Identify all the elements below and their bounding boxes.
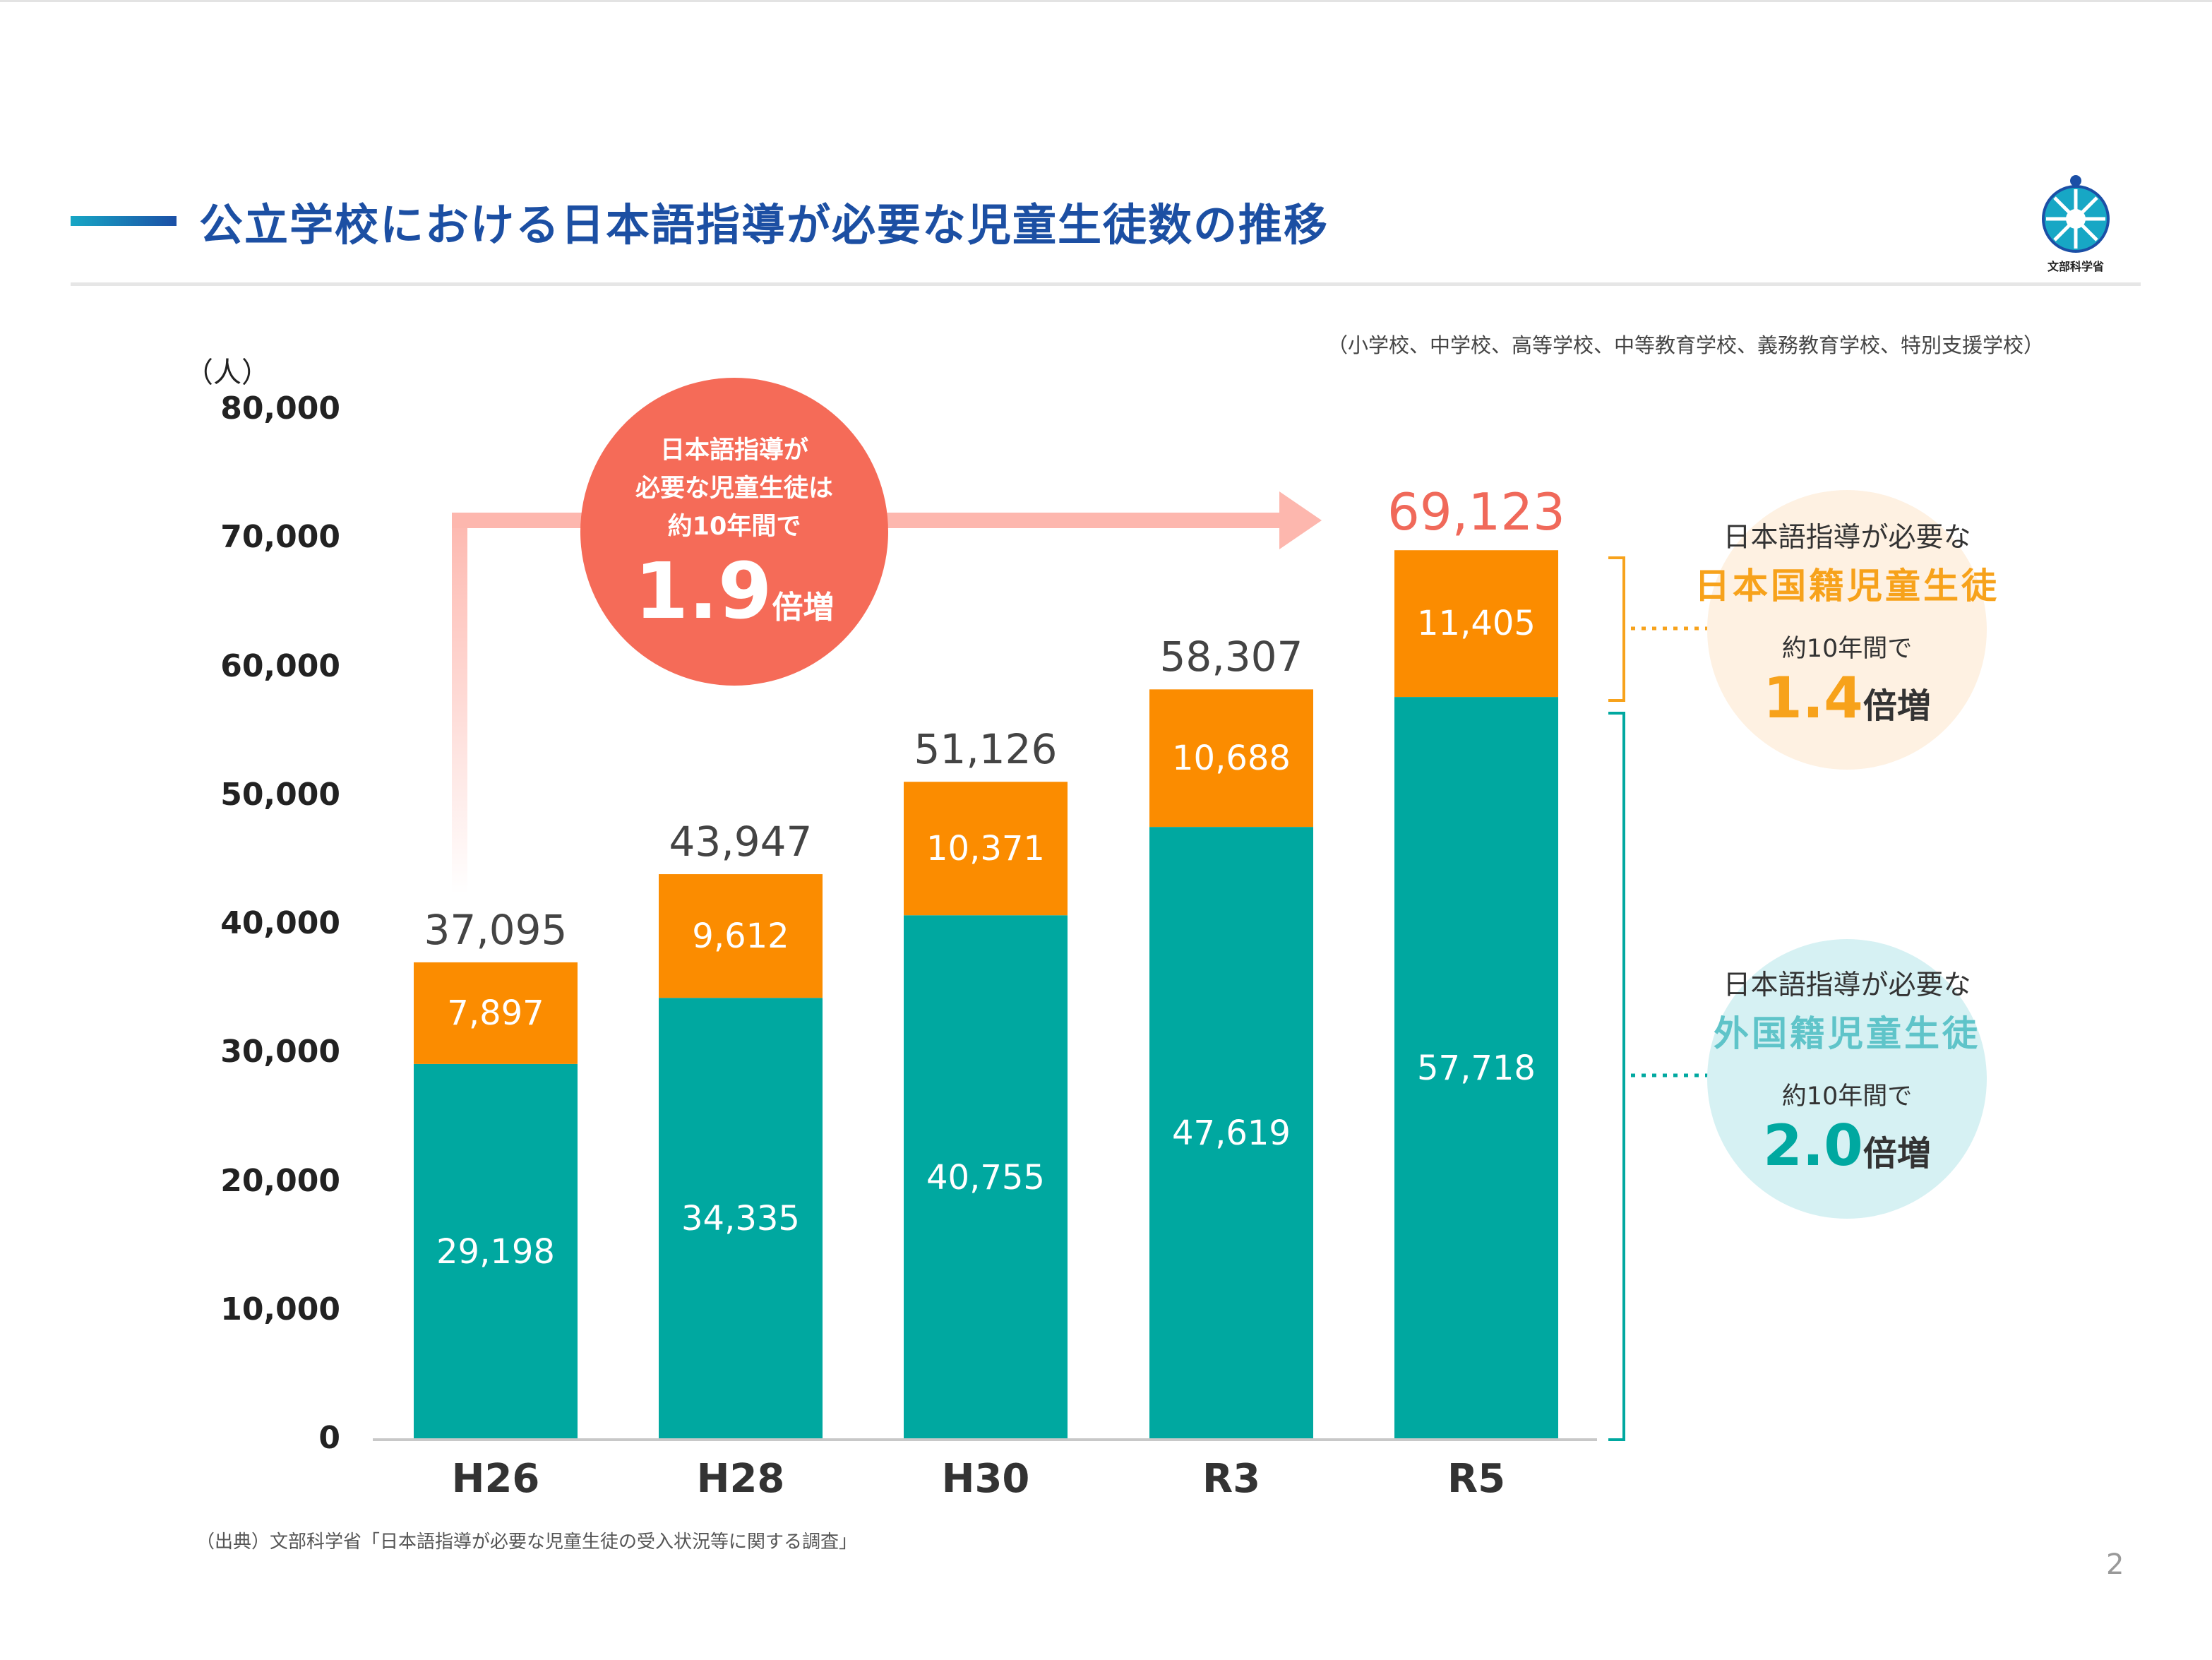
bar-foreign-r3 xyxy=(1149,827,1313,1440)
y-tick-label: 60,000 xyxy=(220,647,340,684)
y-tick-label: 30,000 xyxy=(220,1034,340,1070)
japanese-callout-line3: 約10年間で xyxy=(1781,635,1913,663)
label-japanese-h30: 10,371 xyxy=(926,828,1045,868)
bar-japanese-h28 xyxy=(659,874,823,998)
japanese-bracket xyxy=(1608,556,1625,702)
trend-arrow-vertical xyxy=(452,513,467,894)
label-foreign-r3: 47,619 xyxy=(1172,1113,1291,1154)
bar-foreign-r5 xyxy=(1394,697,1558,1440)
x-tick-h26: H26 xyxy=(451,1456,540,1502)
y-tick-label: 50,000 xyxy=(220,776,340,813)
total-label-r5: 69,123 xyxy=(1387,482,1565,542)
ministry-logo-icon xyxy=(2042,175,2110,253)
y-tick-label: 80,000 xyxy=(220,390,340,426)
page-title: 公立学校における日本語指導が必要な児童生徒数の推移 xyxy=(199,199,1329,251)
label-japanese-h28: 9,612 xyxy=(692,916,789,956)
bar-japanese-h30 xyxy=(904,782,1068,916)
y-tick-label: 0 xyxy=(318,1420,340,1456)
foreign-callout-accent: 外国籍児童生徒 xyxy=(1714,1013,1980,1054)
growth-badge: 日本語指導が 必要な児童生徒は 約10年間で 1.9倍増 xyxy=(580,378,888,686)
japanese-callout-number: 1.4 xyxy=(1763,665,1863,731)
x-tick-h30: H30 xyxy=(941,1456,1030,1502)
label-japanese-r3: 10,688 xyxy=(1172,738,1291,778)
total-label-h30: 51,126 xyxy=(914,725,1058,774)
x-tick-h28: H28 xyxy=(696,1456,785,1502)
japanese-callout-line1: 日本語指導が必要な xyxy=(1723,522,1971,554)
badge-number: 1.9 xyxy=(634,546,772,636)
foreign-callout-suffix: 倍増 xyxy=(1863,1134,1931,1174)
top-border xyxy=(0,0,2212,2)
label-foreign-h30: 40,755 xyxy=(926,1157,1045,1198)
foreign-callout-number: 2.0 xyxy=(1763,1113,1863,1178)
bar-japanese-r5 xyxy=(1394,550,1558,698)
y-tick-label: 70,000 xyxy=(220,519,340,556)
y-tick-label: 40,000 xyxy=(220,905,340,941)
title-accent-bar xyxy=(71,216,177,226)
bar-foreign-h28 xyxy=(659,998,823,1440)
x-tick-r5: R5 xyxy=(1447,1456,1506,1502)
y-tick-label: 20,000 xyxy=(220,1162,340,1199)
label-japanese-r5: 11,405 xyxy=(1417,604,1536,644)
foreign-bracket xyxy=(1608,712,1625,1441)
bar-japanese-r3 xyxy=(1149,689,1313,828)
total-label-h26: 37,095 xyxy=(424,905,568,954)
page-number: 2 xyxy=(2106,1548,2124,1581)
foreign-callout-circle xyxy=(1707,939,1987,1219)
badge-line-3: 約10年間で xyxy=(667,513,801,541)
label-foreign-h28: 34,335 xyxy=(681,1199,800,1239)
foreign-callout-line1: 日本語指導が必要な xyxy=(1723,969,1971,1001)
japanese-callout-suffix: 倍増 xyxy=(1863,686,1931,726)
bar-foreign-h26 xyxy=(414,1063,578,1440)
bar-foreign-h30 xyxy=(904,915,1068,1440)
school-types-note: （小学校、中学校、高等学校、中等教育学校、義務教育学校、特別支援学校） xyxy=(1327,333,2045,357)
total-label-h28: 43,947 xyxy=(669,818,813,866)
japanese-callout-growth: 1.4倍増 xyxy=(1638,665,2056,731)
foreign-callout-growth: 2.0倍増 xyxy=(1638,1113,2056,1178)
badge-suffix: 倍増 xyxy=(772,590,835,626)
foreign-callout-line3: 約10年間で xyxy=(1781,1082,1913,1111)
title-divider xyxy=(71,282,2141,286)
badge-line-2: 必要な児童生徒は xyxy=(635,474,833,503)
logo-text: 文部科学省 xyxy=(2047,260,2104,273)
label-foreign-r5: 57,718 xyxy=(1417,1049,1536,1089)
label-foreign-h26: 29,198 xyxy=(436,1231,555,1272)
total-label-r3: 58,307 xyxy=(1159,633,1303,681)
japanese-callout-circle xyxy=(1707,490,1987,770)
source-note: （出典）文部科学省「日本語指導が必要な児童生徒の受入状況等に関する調査」 xyxy=(196,1531,858,1553)
badge-growth-value: 1.9倍増 xyxy=(580,546,888,636)
y-tick-label: 10,000 xyxy=(220,1291,340,1327)
badge-line-1: 日本語指導が xyxy=(659,436,808,465)
y-axis-unit: （人） xyxy=(185,357,270,389)
bar-japanese-h26 xyxy=(414,962,578,1064)
label-japanese-h26: 7,897 xyxy=(447,993,544,1033)
trend-arrow-head xyxy=(1279,491,1322,549)
x-tick-r3: R3 xyxy=(1202,1456,1261,1502)
japanese-callout-accent: 日本国籍児童生徒 xyxy=(1694,566,1999,607)
